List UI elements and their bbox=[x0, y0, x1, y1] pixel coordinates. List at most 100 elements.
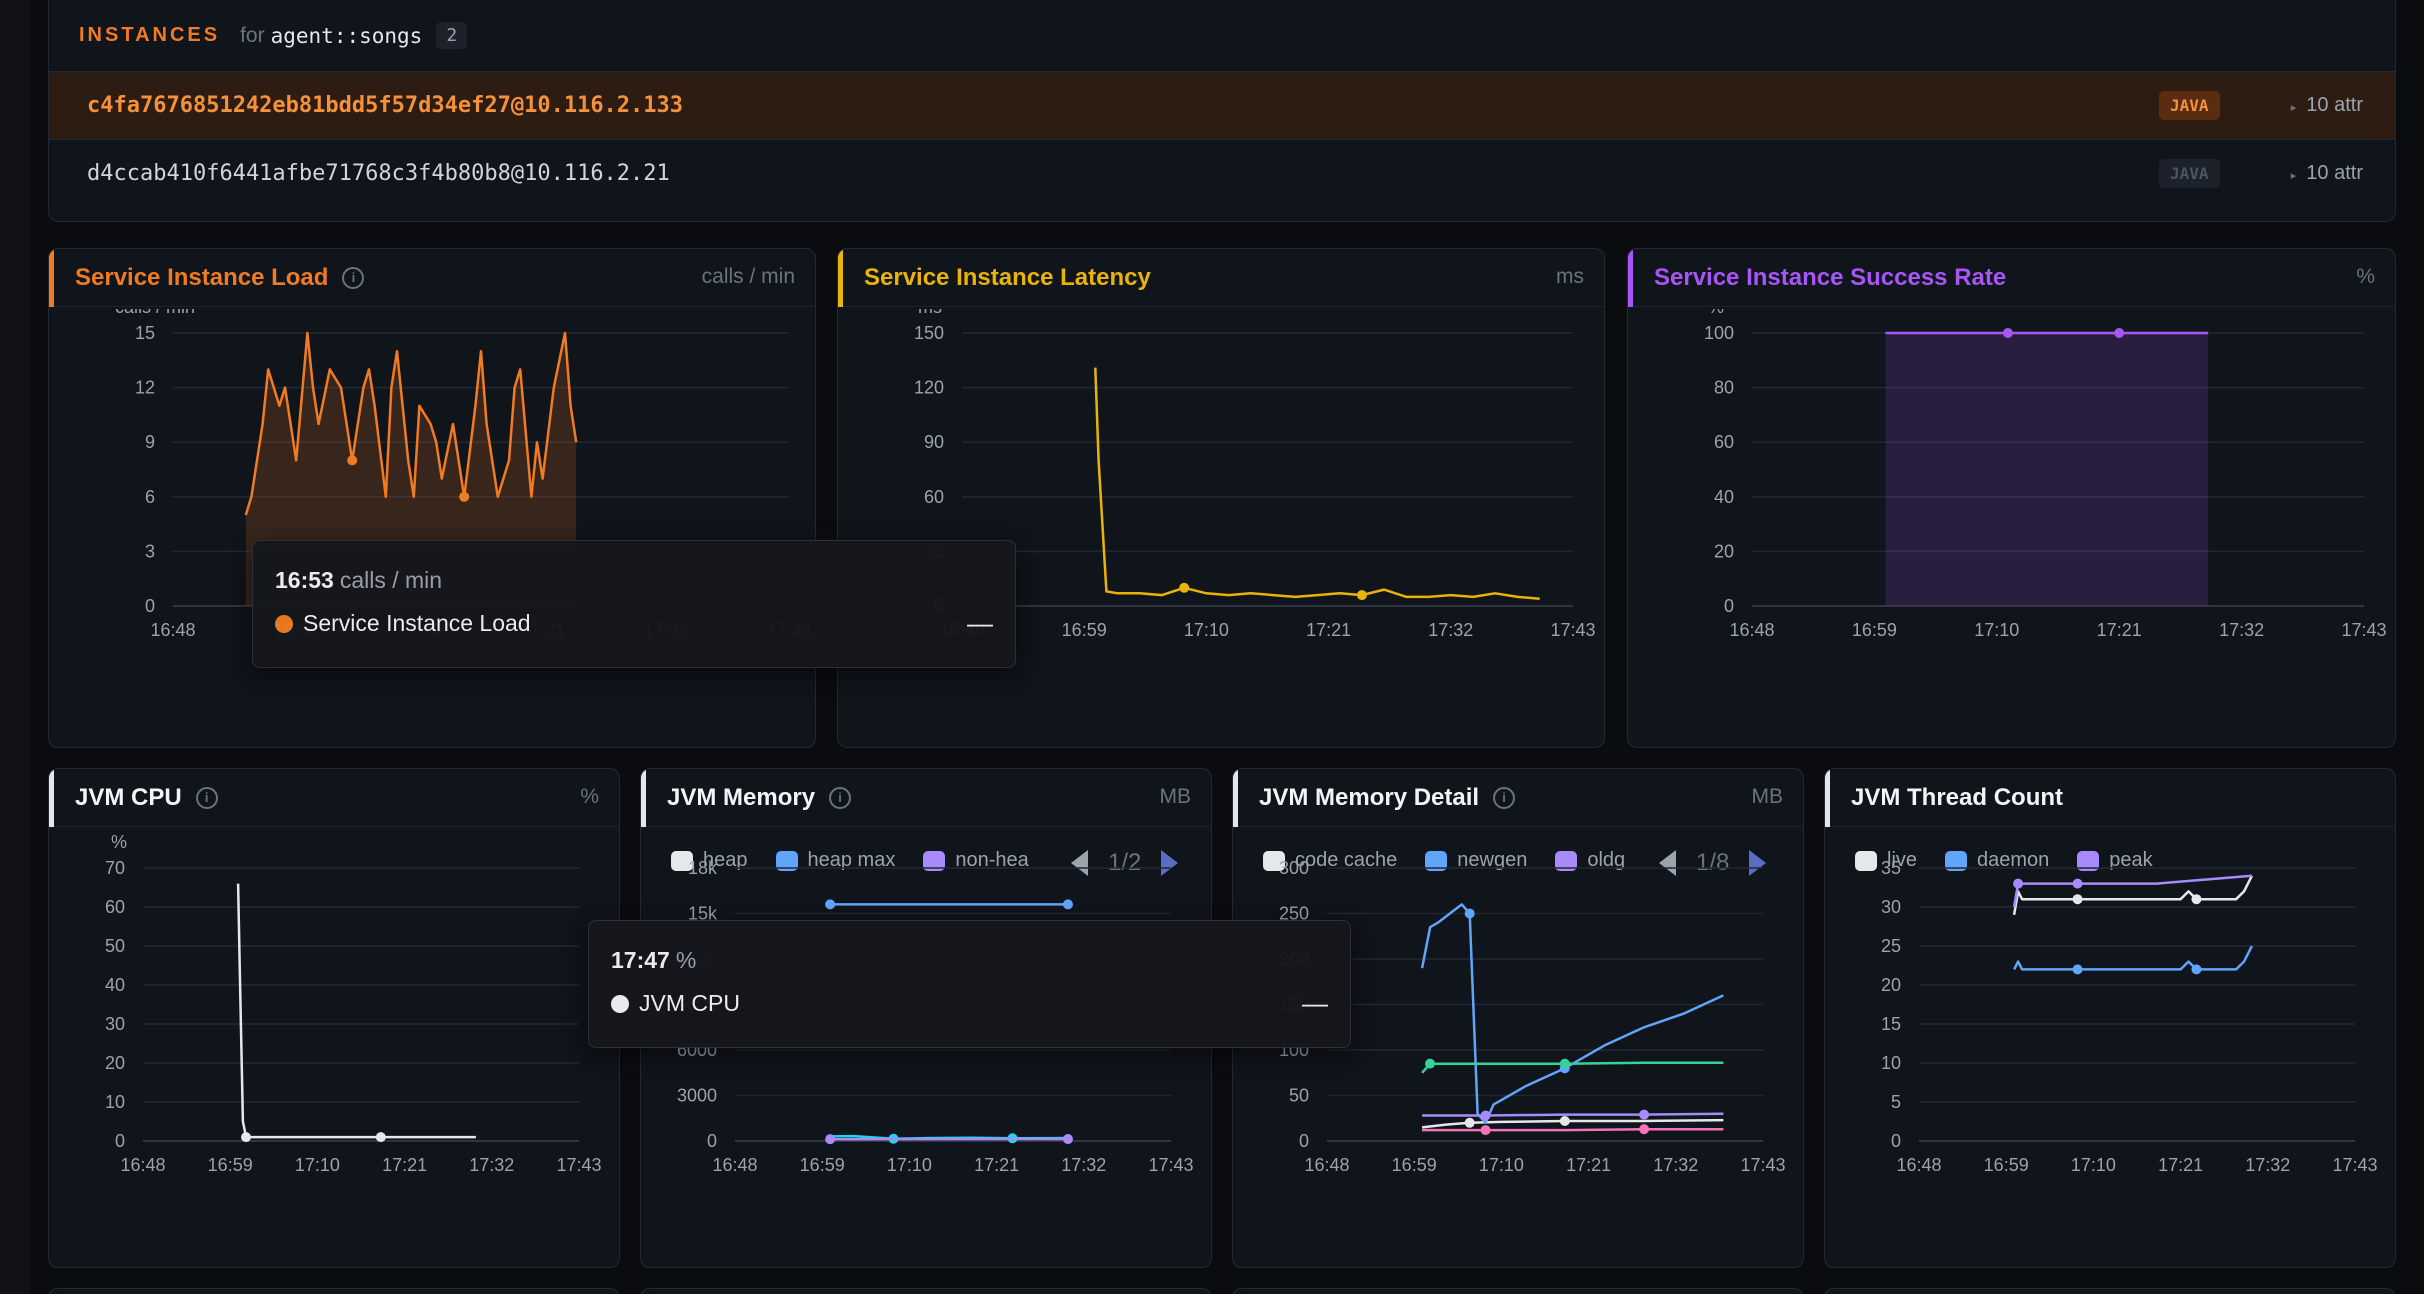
jvm-thread-count-panel: JVM Thread Count live daemon peak 0 5 10 15… bbox=[1824, 768, 2396, 1268]
y-tick-label: 9 bbox=[145, 432, 155, 452]
y-tick-label: 100 bbox=[1704, 323, 1734, 343]
info-icon[interactable]: i bbox=[829, 786, 852, 809]
series-color-dot bbox=[611, 994, 629, 1013]
latency-chart[interactable]: ms030609012015016:4816:5917:1017:2117:32… bbox=[838, 309, 1605, 748]
info-icon[interactable]: i bbox=[1493, 786, 1516, 809]
series-line bbox=[1421, 1061, 1724, 1074]
x-tick-label: 17:10 bbox=[1184, 620, 1229, 640]
language-badge: JAVA bbox=[2159, 91, 2220, 120]
tooltip-unit: % bbox=[675, 947, 697, 973]
x-tick-label: 16:48 bbox=[150, 620, 195, 640]
x-tick-label: 16:48 bbox=[1304, 1155, 1349, 1175]
data-point bbox=[241, 1132, 252, 1143]
tooltip-time: 16:53 bbox=[275, 567, 334, 593]
x-tick-label: 17:43 bbox=[2332, 1155, 2377, 1175]
y-tick-label: 120 bbox=[914, 378, 944, 398]
series-line bbox=[2012, 875, 2254, 916]
success-rate-chart[interactable]: % 0 20 40 60 80 100 16:48 16:59 17:10 17:21 17:32 17… bbox=[1628, 309, 2396, 748]
data-point bbox=[1559, 1115, 1570, 1126]
attributes-toggle[interactable]: ▸ 10 attr bbox=[2291, 162, 2363, 185]
data-point bbox=[2072, 964, 2083, 975]
series-line bbox=[1422, 1112, 1724, 1117]
x-tick-label: 16:59 bbox=[800, 1155, 845, 1175]
service-instance-latency-panel: Service Instance Latency ms ms0306090120… bbox=[837, 248, 1605, 748]
y-tick-label: 0 bbox=[1891, 1131, 1901, 1151]
memory-detail-chart[interactable]: 05010015020025030016:4816:5917:1017:2117… bbox=[1233, 829, 1804, 1268]
y-tick-label: 5 bbox=[1891, 1092, 1901, 1112]
panel-title: Service Instance Success Rate bbox=[1654, 263, 2007, 291]
x-tick-label: 17:43 bbox=[2341, 620, 2386, 640]
y-tick-label: 10 bbox=[105, 1092, 125, 1112]
legend-item-live[interactable]: live bbox=[1855, 849, 1917, 872]
x-tick-label: 16:48 bbox=[712, 1155, 757, 1175]
legend-label: non-hea bbox=[955, 849, 1029, 871]
x-tick-label: 17:10 bbox=[295, 1155, 340, 1175]
x-tick-label: 16:48 bbox=[1729, 620, 1774, 640]
attributes-count: 10 attr bbox=[2306, 94, 2363, 116]
y-tick-label: 25 bbox=[1881, 936, 1901, 956]
x-tick-label: 17:32 bbox=[1653, 1155, 1698, 1175]
attributes-toggle[interactable]: ▸ 10 attr bbox=[2291, 94, 2363, 117]
y-tick-label: 60 bbox=[1714, 432, 1734, 452]
tooltip-series-name: JVM CPU bbox=[639, 990, 740, 1016]
data-point bbox=[1559, 1058, 1570, 1069]
y-tick-label: 15k bbox=[688, 904, 718, 924]
legend-item-peak[interactable]: peak bbox=[2077, 849, 2153, 872]
y-tick-label: 0 bbox=[707, 1131, 717, 1151]
y-tick-label: 20 bbox=[1714, 541, 1734, 561]
jvm-cpu-panel: JVM CPU i % % 0 10 20 30 40 50 60 70 16:48 16:59 17… bbox=[48, 768, 620, 1268]
legend-item-heap[interactable]: heap bbox=[671, 849, 748, 872]
instance-row[interactable]: c4fa7676851242eb81bdd5f57d34ef27@10.116.… bbox=[49, 72, 2395, 139]
series-line bbox=[2012, 945, 2254, 971]
legend-item-oldgen[interactable]: oldg bbox=[1555, 849, 1625, 872]
panel-title: JVM Thread Count bbox=[1851, 783, 2064, 811]
thread-count-chart[interactable]: 0 5 10 15 20 25 30 35 16:48 16:59 17:10 17:21 17:32 1… bbox=[1825, 829, 2396, 1268]
tooltip-series-name: Service Instance Load bbox=[303, 610, 531, 636]
chart-legend: code cache newgen oldg bbox=[1263, 849, 1625, 872]
y-axis-unit: ms bbox=[918, 309, 942, 317]
legend-item-newgen[interactable]: newgen bbox=[1425, 849, 1527, 872]
y-tick-label: 60 bbox=[924, 487, 944, 507]
data-point bbox=[1062, 1134, 1073, 1145]
legend-pager: 1/2 bbox=[1071, 849, 1179, 877]
previous-page-icon[interactable] bbox=[1071, 850, 1088, 876]
next-page-icon[interactable] bbox=[1161, 850, 1179, 876]
x-tick-label: 17:21 bbox=[1306, 620, 1351, 640]
tooltip-header: 16:53 calls / min bbox=[275, 567, 993, 594]
y-axis-unit: calls / min bbox=[115, 309, 195, 317]
instance-row[interactable]: d4ccab410f6441afbe71768c3f4b80b8@10.116.… bbox=[49, 139, 2395, 206]
next-page-icon[interactable] bbox=[1749, 850, 1767, 876]
series-line bbox=[1422, 1127, 1724, 1132]
tooltip-time: 17:47 bbox=[611, 947, 670, 973]
x-tick-label: 17:21 bbox=[1566, 1155, 1611, 1175]
x-tick-label: 16:59 bbox=[1392, 1155, 1437, 1175]
info-icon[interactable]: i bbox=[195, 786, 218, 809]
panel-title: Service Instance Load bbox=[75, 263, 329, 291]
unit-label: % bbox=[2356, 265, 2375, 288]
legend-swatch bbox=[671, 850, 693, 871]
data-point bbox=[459, 491, 470, 502]
data-point bbox=[2191, 894, 2202, 905]
previous-page-icon[interactable] bbox=[1659, 850, 1676, 876]
tooltip-value: — bbox=[1302, 988, 1328, 1018]
x-tick-label: 17:43 bbox=[1148, 1155, 1193, 1175]
y-axis-unit: % bbox=[1708, 309, 1724, 317]
legend-label: oldg bbox=[1587, 849, 1625, 871]
legend-item-daemon[interactable]: daemon bbox=[1945, 849, 2049, 872]
page-indicator: 1/2 bbox=[1108, 849, 1142, 876]
legend-item-heap-max[interactable]: heap max bbox=[775, 849, 895, 872]
y-tick-label: 40 bbox=[105, 975, 125, 995]
legend-label: daemon bbox=[1977, 849, 2050, 871]
y-tick-label: 40 bbox=[1714, 487, 1734, 507]
data-point bbox=[1480, 1110, 1491, 1121]
instance-id: c4fa7676851242eb81bdd5f57d34ef27@10.116.… bbox=[87, 93, 684, 118]
info-icon[interactable]: i bbox=[342, 266, 365, 289]
load-chart[interactable]: calls / min0369121516:4816:5917:1017:211… bbox=[49, 309, 816, 748]
legend-item-code-cache[interactable]: code cache bbox=[1263, 849, 1397, 872]
data-point bbox=[2072, 878, 2083, 889]
legend-item-non-heap[interactable]: non-hea bbox=[923, 849, 1029, 872]
unit-label: % bbox=[580, 785, 599, 808]
cpu-chart[interactable]: % 0 10 20 30 40 50 60 70 16:48 16:59 17:10 17:21 17:3… bbox=[49, 829, 620, 1268]
memory-chart[interactable]: 030006000900012k15k18k16:4816:5917:1017:… bbox=[641, 829, 1212, 1268]
data-point bbox=[2072, 894, 2083, 905]
